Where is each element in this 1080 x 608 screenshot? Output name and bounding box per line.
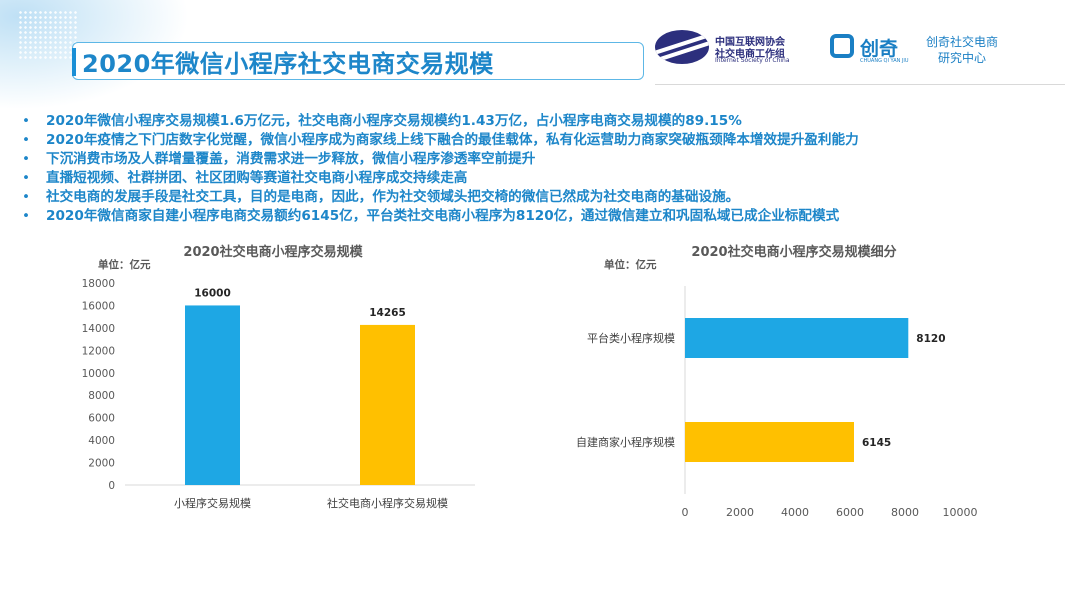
unit-label: 单位：亿元 [604, 258, 657, 271]
header-divider [655, 84, 1065, 85]
y-tick-label: 14000 [82, 323, 115, 335]
x-tick-label: 10000 [943, 506, 978, 519]
bullet-marker: • [22, 151, 31, 167]
isc-logo-icon [655, 30, 709, 64]
bullet-item: • 社交电商的发展手段是社交工具，目的是电商，因此，作为社交领域头把交椅的微信已然… [22, 188, 1062, 207]
x-tick-label: 小程序交易规模 [174, 496, 251, 510]
bullet-text: 直播短视频、社群拼团、社区团购等赛道社交电商小程序成交持续走高 [46, 170, 468, 186]
page-title: 2020年微信小程序社交电商交易规模 [82, 50, 494, 78]
isc-logo: 中国互联网协会 社交电商工作组 Internet Society of Chin… [655, 30, 805, 66]
y-tick-label: 12000 [82, 345, 115, 357]
x-tick-label: 4000 [781, 506, 809, 519]
y-tick-label: 0 [108, 480, 115, 492]
y-tick-label: 平台类小程序规模 [587, 331, 675, 345]
bullet-marker: • [22, 132, 31, 148]
y-tick-label: 10000 [82, 368, 115, 380]
x-tick-label: 6000 [836, 506, 864, 519]
bar [185, 305, 240, 485]
y-tick-label: 自建商家小程序规模 [576, 435, 675, 449]
y-tick-label: 8000 [88, 390, 115, 402]
bullet-item: • 2020年疫情之下门店数字化觉醒，微信小程序成为商家线上线下融合的最佳载体，私… [22, 131, 1062, 150]
bullet-text: 2020年疫情之下门店数字化觉醒，微信小程序成为商家线上线下融合的最佳载体，私有… [46, 132, 859, 148]
x-tick-label: 8000 [891, 506, 919, 519]
chart-title: 2020社交电商小程序交易规模 [183, 244, 363, 260]
bullet-item: • 下沉消费市场及人群增量覆盖，消费需求进一步释放，微信小程序渗透率空前提升 [22, 150, 1062, 169]
isc-logo-line2: 社交电商工作组 [715, 49, 785, 60]
bullet-text: 下沉消费市场及人群增量覆盖，消费需求进一步释放，微信小程序渗透率空前提升 [46, 151, 536, 167]
bar [360, 324, 415, 485]
isc-logo-line1: 中国互联网协会 [715, 37, 785, 48]
y-tick-label: 18000 [82, 278, 115, 290]
data-label: 16000 [194, 287, 231, 299]
bullet-item: • 直播短视频、社群拼团、社区团购等赛道社交电商小程序成交持续走高 [22, 169, 1062, 188]
chuangqi-logo: 创奇 CHUANG QI YAN JIU [830, 32, 920, 66]
y-tick-label: 4000 [88, 435, 115, 447]
research-center-line1: 创奇社交电商 [925, 35, 998, 49]
x-tick-label: 2000 [726, 506, 754, 519]
x-tick-label: 社交电商小程序交易规模 [327, 496, 448, 510]
isc-logo-line3: Internet Society of China [715, 57, 790, 64]
data-label: 14265 [369, 307, 406, 319]
y-tick-label: 2000 [88, 458, 115, 470]
bar [685, 422, 854, 462]
dot-pattern [18, 10, 78, 60]
bullet-marker: • [22, 208, 31, 224]
data-label: 8120 [916, 333, 945, 345]
bullet-list: • 2020年微信小程序交易规模1.6万亿元，社交电商小程序交易规模约1.43万亿… [22, 112, 1062, 226]
bullet-item: • 2020年微信商家自建小程序电商交易额约6145亿，平台类社交电商小程序为81… [22, 207, 1062, 226]
research-center-logo: 创奇社交电商 研究中心 [922, 34, 1002, 66]
y-tick-label: 6000 [88, 413, 115, 425]
bullet-item: • 2020年微信小程序交易规模1.6万亿元，社交电商小程序交易规模约1.43万亿… [22, 112, 1062, 131]
unit-label: 单位：亿元 [98, 258, 151, 271]
y-tick-label: 16000 [82, 300, 115, 312]
chuangqi-logo-sub: CHUANG QI YAN JIU [860, 58, 909, 64]
chart-title: 2020社交电商小程序交易规模细分 [691, 244, 896, 260]
bullet-text: 2020年微信小程序交易规模1.6万亿元，社交电商小程序交易规模约1.43万亿，… [46, 113, 742, 129]
x-tick-label: 0 [682, 506, 689, 519]
data-label: 6145 [862, 437, 891, 449]
bullet-marker: • [22, 189, 31, 205]
chuangqi-q-icon [830, 34, 854, 58]
title-accent-bar [72, 48, 76, 76]
bullet-marker: • [22, 170, 31, 186]
bar [685, 318, 909, 358]
title-frame [72, 42, 644, 80]
bullet-text: 2020年微信商家自建小程序电商交易额约6145亿，平台类社交电商小程序为812… [46, 208, 840, 224]
bullet-text: 社交电商的发展手段是社交工具，目的是电商，因此，作为社交领域头把交椅的微信已然成… [46, 189, 740, 205]
chuangqi-logo-name: 创奇 [860, 38, 899, 60]
bullet-marker: • [22, 113, 31, 129]
research-center-line2: 研究中心 [937, 51, 986, 65]
